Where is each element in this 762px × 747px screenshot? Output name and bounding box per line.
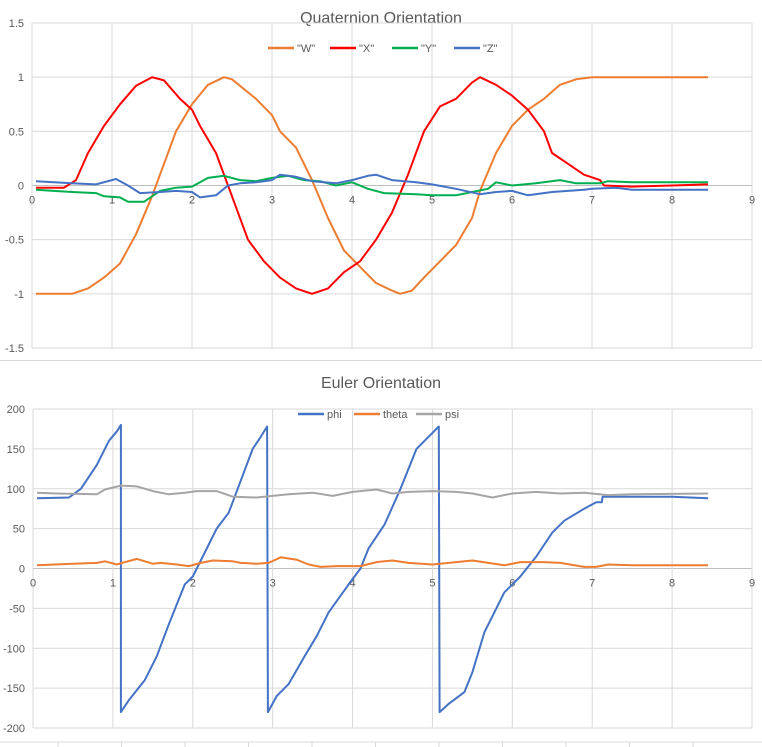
x-tick-label: 4: [349, 195, 355, 207]
legend-label: "X": [359, 43, 374, 55]
y-tick-label: 0: [19, 564, 25, 576]
x-tick-label: 9: [749, 195, 755, 207]
series-line-theta: [36, 556, 709, 568]
y-tick-label: 200: [7, 404, 25, 416]
legend-label: "Y": [421, 43, 436, 55]
series-line-psi: [36, 484, 709, 499]
series-line-x: [36, 76, 709, 295]
y-tick-label: -100: [3, 643, 25, 655]
chart-title: Euler Orientation: [321, 375, 441, 392]
y-tick-label: 150: [7, 444, 25, 456]
x-tick-label: 5: [429, 578, 435, 590]
legend-label: "Z": [483, 43, 498, 55]
quaternion-chart: Quaternion Orientation 1.5 1 0.5 0 -0.5 -1 -1.5…: [5, 10, 755, 355]
y-tick-label: -0.5: [5, 235, 24, 247]
y-tick-label: -150: [3, 683, 25, 695]
y-tick-label: 1.5: [9, 18, 24, 30]
x-tick-label: 2: [190, 578, 196, 590]
legend-label: phi: [327, 409, 342, 421]
x-tick-label: 1: [109, 195, 115, 207]
y-tick-label: -1.5: [5, 343, 24, 355]
x-tick-label: 1: [110, 578, 116, 590]
y-tick-label: -200: [3, 723, 25, 735]
x-tick-label: 7: [589, 195, 595, 207]
y-tick-label: 100: [7, 484, 25, 496]
x-tick-label: 0: [30, 578, 36, 590]
legend-label: psi: [445, 409, 459, 421]
x-tick-label: 8: [669, 195, 675, 207]
x-tick-label: 7: [589, 578, 595, 590]
x-tick-label: 5: [429, 195, 435, 207]
x-tick-label: 4: [349, 578, 355, 590]
legend-label: theta: [383, 409, 408, 421]
x-tick-label: 8: [669, 578, 675, 590]
x-tick-label: 2: [189, 195, 195, 207]
euler-chart: Euler Orientation200150100500-50-100-150…: [0, 375, 762, 747]
y-tick-label: -50: [9, 603, 25, 615]
y-tick-label: 1: [18, 72, 24, 84]
chart-title: Quaternion Orientation: [300, 10, 462, 27]
y-tick-label: -1: [14, 289, 24, 301]
legend-label: "W": [297, 43, 315, 55]
x-tick-label: 3: [270, 578, 276, 590]
series-line-z: [35, 173, 708, 199]
series-line-phi: [36, 423, 709, 714]
y-tick-label: 0.5: [9, 126, 24, 138]
x-tick-label: 9: [749, 578, 755, 590]
y-tick-label: 0: [18, 181, 24, 193]
x-tick-label: 3: [269, 195, 275, 207]
x-tick-label: 6: [509, 195, 515, 207]
x-tick-label: 0: [29, 195, 35, 207]
chart-divider: [0, 360, 762, 361]
y-tick-label: 50: [13, 524, 25, 536]
